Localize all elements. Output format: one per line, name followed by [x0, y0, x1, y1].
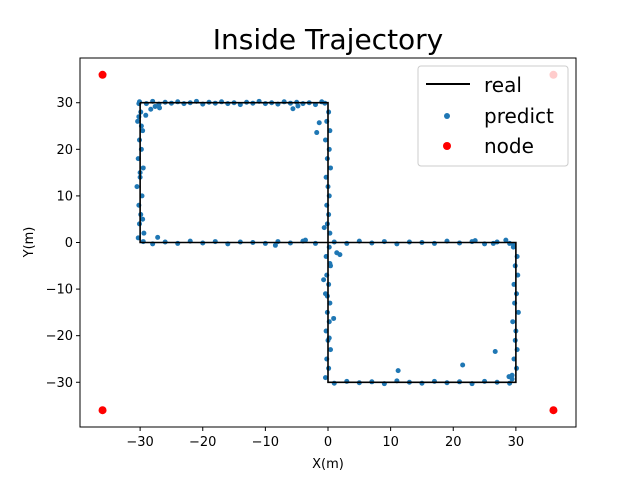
predict-point [135, 118, 141, 124]
predict-point [507, 380, 513, 386]
legend: real predict node [417, 65, 569, 167]
predict-point [344, 240, 350, 246]
y-tick-label: 0 [65, 236, 73, 251]
predict-point [181, 101, 187, 107]
node-point [98, 406, 107, 415]
predict-point [272, 242, 278, 248]
legend-predict-marker [444, 113, 450, 119]
predict-point [141, 230, 147, 236]
predict-point [331, 380, 337, 386]
y-tick-label: −20 [46, 329, 73, 344]
predict-point [262, 101, 268, 107]
predict-point [175, 240, 181, 246]
predict-point [152, 103, 158, 109]
y-axis-label: Y(m) [22, 227, 37, 259]
predict-point [509, 376, 515, 382]
x-tick-label: 20 [445, 435, 462, 450]
predict-point [143, 112, 149, 118]
predict-point [321, 277, 327, 283]
y-tick-label: 10 [56, 189, 73, 204]
predict-point [331, 315, 337, 321]
y-tick-label: 30 [56, 96, 73, 111]
chart-title: Inside Trajectory [213, 23, 444, 56]
predict-point [314, 130, 320, 136]
y-tick-label: 20 [56, 143, 73, 158]
node-point [549, 406, 558, 415]
predict-point [419, 380, 425, 386]
predict-point [395, 368, 401, 374]
legend-node-marker [443, 142, 451, 150]
y-axis: −30 −20 −10 0 10 20 30 [46, 96, 80, 391]
predict-point [143, 101, 149, 107]
predict-point [225, 101, 231, 107]
real-trajectory-line [139, 101, 517, 384]
predict-point [157, 105, 163, 111]
predict-point [482, 378, 488, 384]
predict-point [431, 240, 437, 246]
predict-point [431, 378, 437, 384]
legend-real-label: real [484, 73, 522, 97]
predict-point [334, 250, 340, 256]
predict-point [140, 216, 146, 222]
predict-point [322, 375, 328, 381]
predict-point [322, 137, 328, 143]
predict-point [490, 240, 496, 246]
predict-point [134, 184, 140, 190]
x-tick-label: 10 [382, 435, 399, 450]
x-tick-label: 30 [508, 435, 525, 450]
x-tick-label: 0 [324, 435, 332, 450]
predict-point [175, 99, 181, 105]
predict-point [300, 101, 306, 107]
x-tick-label: −20 [189, 435, 216, 450]
predict-point [503, 237, 509, 243]
legend-node-label: node [484, 134, 534, 158]
legend-predict-label: predict [484, 104, 554, 128]
x-axis-label: X(m) [312, 457, 344, 472]
predict-point [316, 120, 322, 126]
predict-point [281, 99, 287, 105]
y-tick-label: −10 [46, 283, 73, 298]
predict-point [219, 99, 225, 105]
predict-point [312, 240, 318, 246]
node-point [98, 70, 107, 79]
predict-point [140, 128, 146, 134]
predict-point [140, 239, 146, 245]
y-tick-label: −30 [46, 376, 73, 391]
predict-point [290, 106, 296, 112]
predict-point [302, 237, 308, 243]
predict-point [148, 106, 154, 112]
x-tick-label: −10 [252, 435, 279, 450]
predict-point [140, 165, 146, 171]
predict-point [510, 244, 516, 250]
x-axis: −30 −20 −10 0 10 20 30 [126, 427, 524, 450]
plot-area [98, 70, 558, 415]
predict-point [344, 378, 350, 384]
predict-point [510, 319, 516, 325]
legend-box [417, 65, 569, 167]
predict-point [515, 309, 521, 315]
predict-point [321, 225, 327, 231]
predict-point [328, 347, 334, 353]
predict-point [492, 349, 498, 355]
predict-point [262, 240, 268, 246]
predict-point [381, 239, 387, 245]
predict-point [212, 239, 218, 245]
predict-point [460, 362, 466, 368]
predict-point [295, 103, 301, 109]
predict-point [155, 234, 161, 240]
x-tick-label: −30 [126, 435, 153, 450]
predict-point [328, 165, 334, 171]
